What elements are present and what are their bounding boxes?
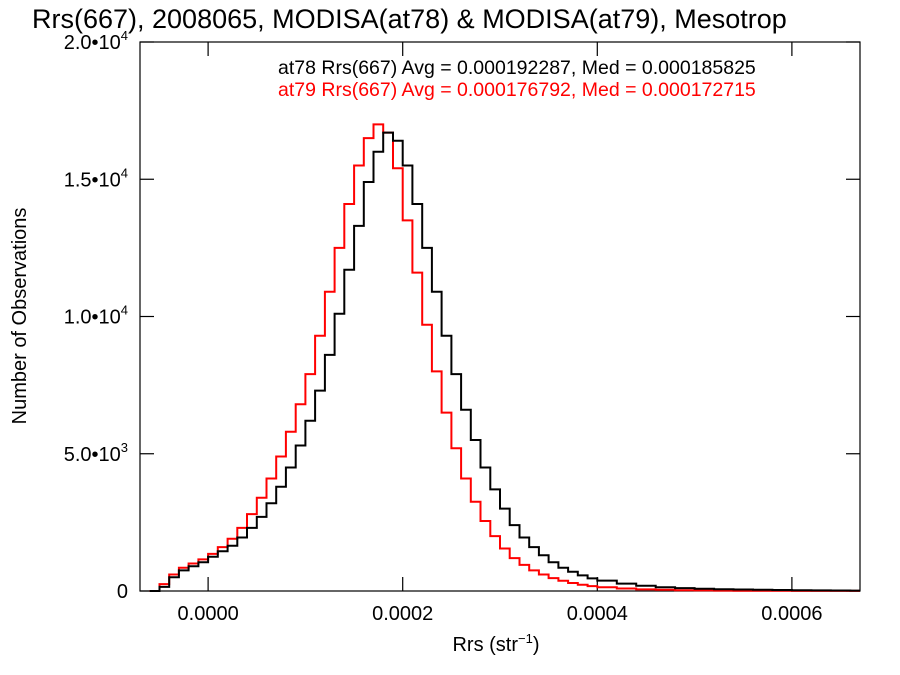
y-axis-label: Number of Observations — [9, 208, 31, 425]
series-layer — [149, 123, 860, 592]
y-tick-label: 1.0•104 — [64, 303, 128, 329]
x-tick-label: 0.0004 — [567, 603, 628, 625]
x-axis-label-superscript: −1 — [518, 631, 533, 646]
y-tick-label: 2.0•104 — [64, 28, 128, 54]
y-tick-label: 0 — [117, 581, 128, 603]
chart-title: Rrs(667), 2008065, MODISA(at78) & MODISA… — [32, 4, 787, 34]
legend-entry-at78: at78 Rrs(667) Avg = 0.000192287, Med = 0… — [278, 57, 756, 79]
x-axis-ticks: 0.0000 0.0002 0.0004 0.0006 — [178, 42, 822, 625]
y-tick-label: 5.0•103 — [64, 440, 128, 466]
series-line-at78 — [149, 131, 860, 592]
y-tick-label: 1.5•104 — [64, 165, 128, 191]
x-axis-label-close: ) — [533, 634, 540, 656]
y-axis-ticks: 0 5.0•103 1.0•104 1.5•104 2.0•104 — [64, 28, 860, 603]
legend-entry-at79: at79 Rrs(667) Avg = 0.000176792, Med = 0… — [278, 79, 756, 101]
x-tick-label: 0.0006 — [761, 603, 822, 625]
series-line-at79 — [149, 123, 860, 592]
x-axis-label: Rrs (str−1) — [452, 631, 539, 656]
x-tick-label: 0.0000 — [178, 603, 239, 625]
x-axis-label-text: Rrs (str — [452, 634, 518, 656]
x-tick-label: 0.0002 — [372, 603, 433, 625]
